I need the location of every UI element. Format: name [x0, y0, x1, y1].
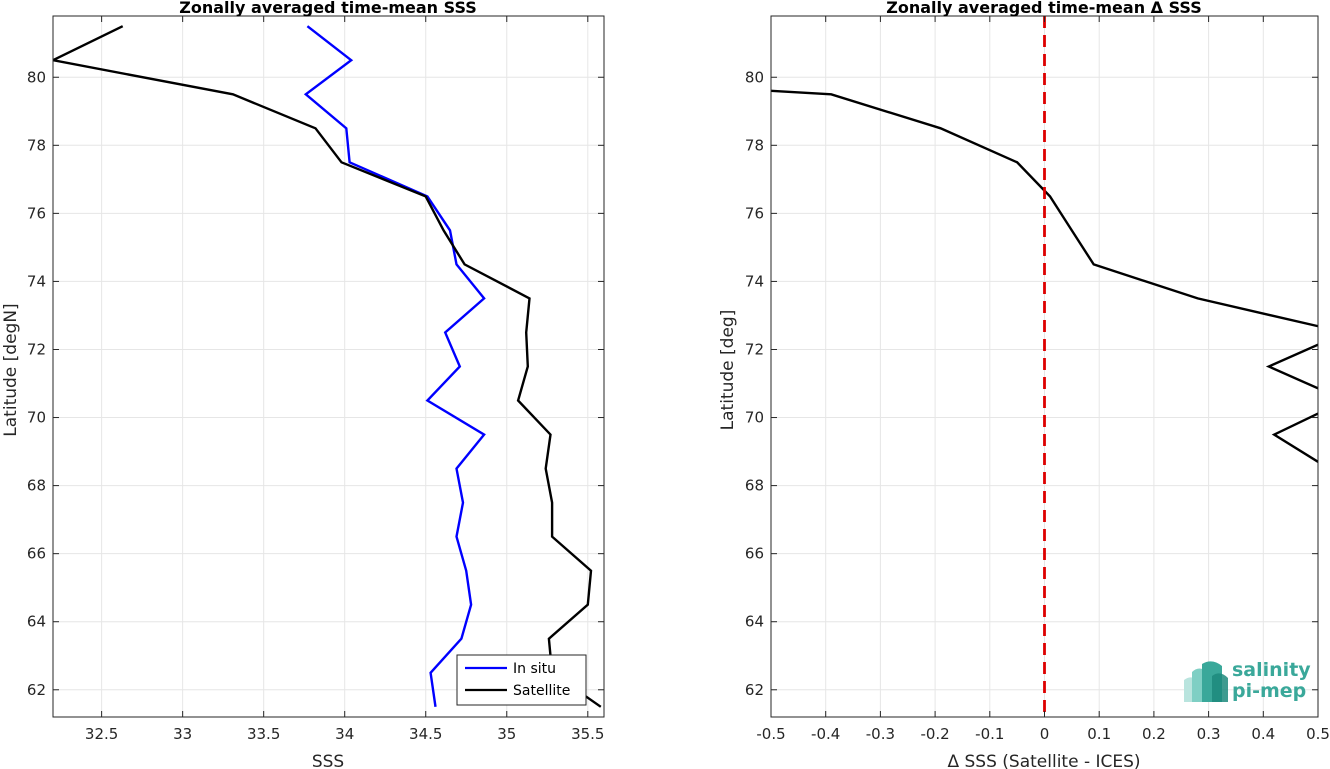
x-tick-label: -0.4 [811, 725, 840, 743]
y-tick-label: 64 [27, 613, 46, 631]
y-axis-ticks: 62 64 66 68 70 72 74 76 78 80 [745, 68, 1318, 699]
y-tick-label: 68 [745, 477, 764, 495]
y-tick-label: 70 [745, 409, 764, 427]
x-tick-label: -0.2 [920, 725, 949, 743]
chart-title: Zonally averaged time-mean SSS [179, 0, 477, 17]
wave-icon [1184, 661, 1228, 702]
y-tick-label: 72 [745, 340, 764, 358]
legend-label-satellite: Satellite [513, 683, 570, 699]
y-tick-label: 66 [745, 545, 764, 563]
y-tick-label: 76 [745, 204, 764, 222]
x-tick-label: 0 [1040, 725, 1050, 743]
series-line-satellite [53, 25, 602, 708]
series-line-in-situ [303, 25, 486, 707]
logo-line-2: pi-mep [1232, 680, 1307, 702]
x-tick-label: 35 [497, 725, 516, 743]
legend-box [456, 654, 587, 706]
plot-area [53, 16, 604, 717]
y-axis-label: Latitude [deg] [718, 310, 738, 431]
x-tick-label: 34.5 [409, 725, 442, 743]
x-axis-label: Δ SSS (Satellite - ICES) [947, 752, 1140, 769]
y-tick-label: 64 [745, 613, 764, 631]
y-tick-label: 74 [27, 272, 46, 290]
x-axis-ticks: -0.5 -0.4 -0.3 -0.2 -0.1 0 0.1 0.2 0.3 0.4 0.5 [756, 16, 1330, 743]
legend-label-in-situ: In situ [513, 661, 556, 677]
y-tick-label: 62 [27, 681, 46, 699]
x-tick-label: 0.5 [1306, 725, 1330, 743]
x-axis-label: SSS [312, 752, 344, 769]
y-tick-label: 68 [27, 477, 46, 495]
x-tick-label: -0.3 [866, 725, 895, 743]
y-tick-label: 76 [27, 204, 46, 222]
y-axis-label: Latitude [degN] [1, 303, 21, 436]
x-tick-label: 0.3 [1197, 725, 1221, 743]
chart-title: Zonally averaged time-mean Δ SSS [886, 0, 1202, 17]
x-tick-label: 33.5 [247, 725, 280, 743]
x-tick-label: 34 [335, 725, 354, 743]
salinity-pi-mep-logo: salinity pi-mep [1182, 658, 1312, 708]
series-line-delta [771, 89, 1318, 464]
series-layer [53, 25, 602, 708]
y-tick-label: 62 [745, 681, 764, 699]
x-tick-label: -0.1 [975, 725, 1004, 743]
y-axis-ticks: 62 64 66 68 70 72 74 76 78 80 [27, 68, 604, 699]
legend: In situ Satellite [456, 654, 587, 706]
x-tick-label: 0.2 [1142, 725, 1166, 743]
y-tick-label: 78 [745, 136, 764, 154]
sss-profile-chart: 32.5 33 33.5 34 34.5 35 35.5 62 64 66 68 70 72 74 76 7… [1, 0, 605, 769]
delta-sss-profile-chart: -0.5 -0.4 -0.3 -0.2 -0.1 0 0.1 0.2 0.3 0.4 0.5 626… [718, 0, 1330, 769]
y-tick-label: 66 [27, 545, 46, 563]
y-tick-label: 74 [745, 272, 764, 290]
x-tick-label: 35.5 [571, 725, 604, 743]
y-tick-label: 72 [27, 340, 46, 358]
y-tick-label: 80 [27, 68, 46, 86]
x-axis-ticks: 32.5 33 33.5 34 34.5 35 35.5 [85, 16, 604, 743]
logo-line-1: salinity [1232, 659, 1311, 681]
series-layer [771, 16, 1318, 717]
x-tick-label: 0.4 [1251, 725, 1275, 743]
x-tick-label: -0.5 [756, 725, 785, 743]
x-tick-label: 33 [173, 725, 192, 743]
x-tick-label: 32.5 [85, 725, 118, 743]
x-tick-label: 0.1 [1087, 725, 1111, 743]
y-tick-label: 80 [745, 68, 764, 86]
y-tick-label: 78 [27, 136, 46, 154]
plot-frame [52, 15, 605, 718]
y-tick-label: 70 [27, 409, 46, 427]
